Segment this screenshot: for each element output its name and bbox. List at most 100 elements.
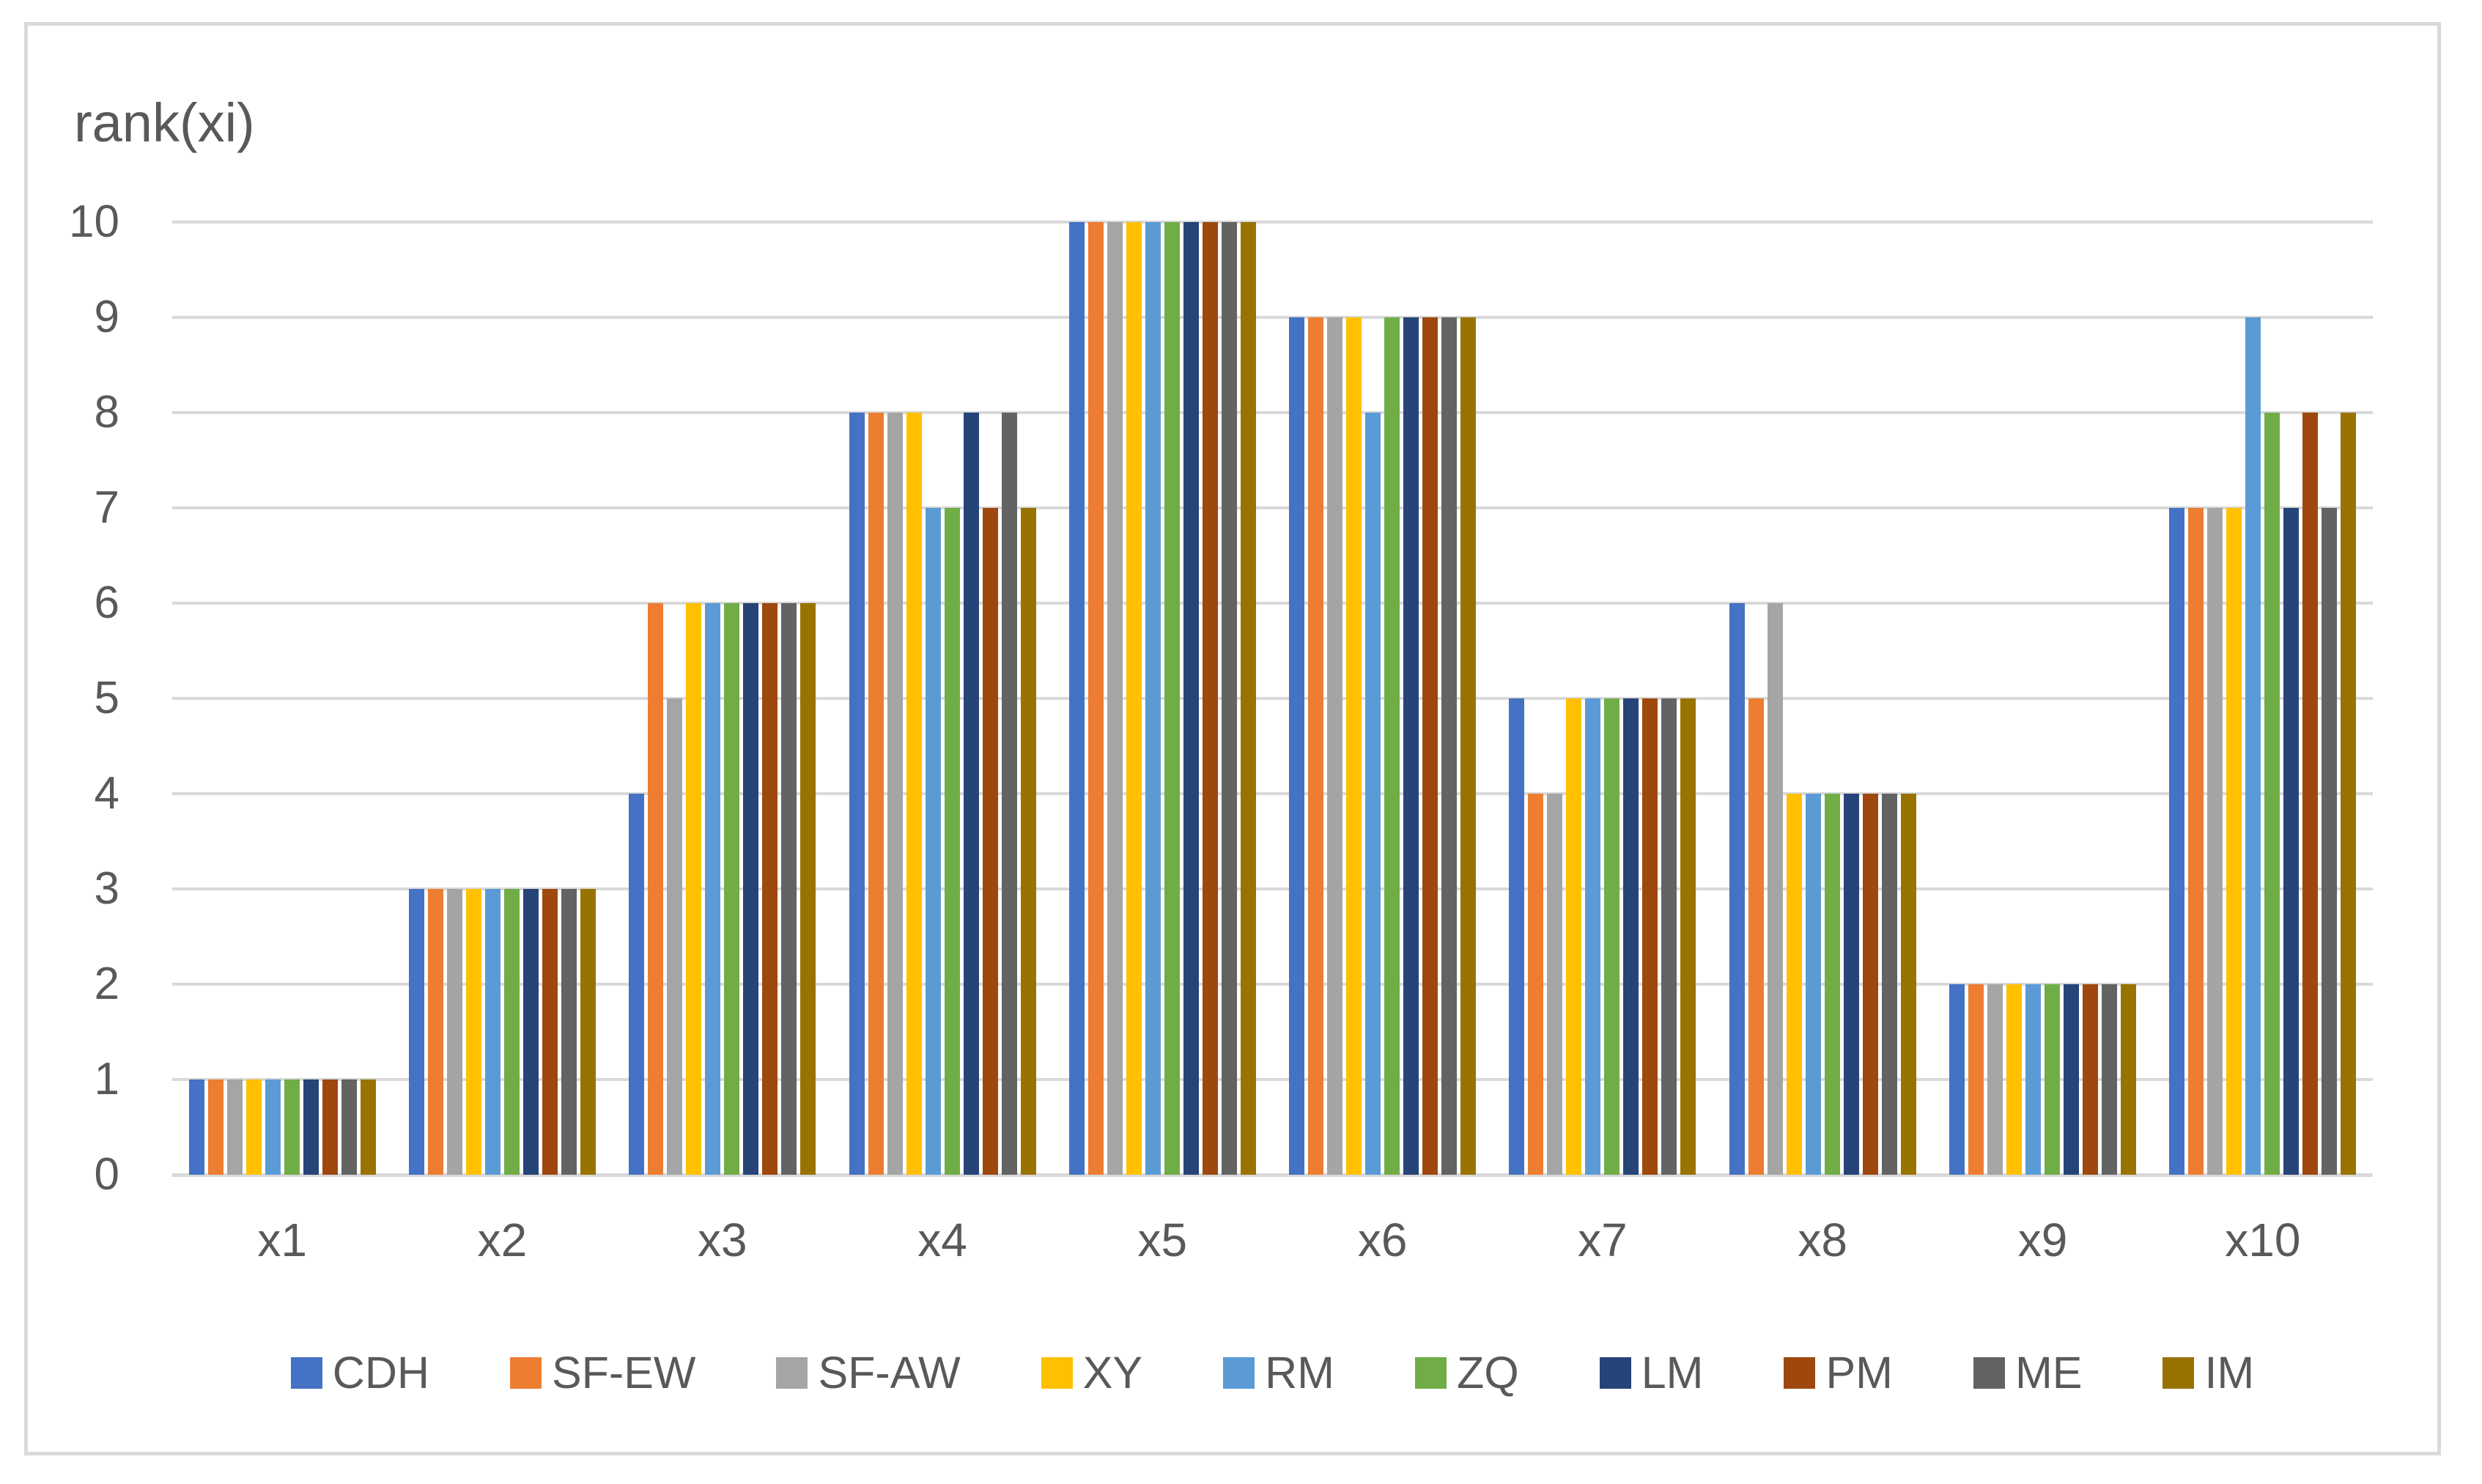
legend-label-ZQ: ZQ [1456,1348,1519,1398]
gridline-y1 [172,1078,2373,1081]
bar-IM-x3 [800,603,816,1175]
chart-title: rank(xi) [74,92,255,153]
bar-CDH-x8 [1729,603,1745,1175]
bar-PM-x10 [2302,413,2319,1175]
bar-LM-x1 [303,1079,319,1175]
bar-PM-x8 [1862,794,1878,1175]
x-category-label-x10: x10 [2225,1214,2301,1266]
bar-CDH-x1 [188,1079,204,1175]
gridline-y8 [172,411,2373,414]
legend-item-LM: LM [1599,1347,1704,1398]
bar-RM-x1 [265,1079,281,1175]
plot-area [172,221,2373,1177]
y-tick-label-5: 5 [94,673,119,723]
bar-IM-x5 [1240,222,1256,1175]
bar-group-x5 [1052,222,1272,1175]
gridline-y5 [172,697,2373,700]
legend-item-IM: IM [2162,1347,2254,1398]
gridline-y0 [172,1173,2373,1177]
bar-ME-x2 [561,889,577,1175]
bar-XY-x6 [1346,317,1362,1175]
legend-swatch-SF-EW [509,1356,542,1389]
legend-item-ZQ: ZQ [1414,1347,1519,1398]
bar-group-x10 [2153,222,2373,1175]
bar-XY-x3 [686,603,702,1175]
legend-item-CDH: CDH [290,1347,429,1398]
bar-LM-x8 [1843,794,1859,1175]
gridline-y2 [172,983,2373,986]
y-tick-label-10: 10 [69,196,119,247]
legend-swatch-XY [1041,1356,1073,1389]
bar-XY-x10 [2226,508,2242,1175]
bar-ME-x8 [1881,794,1897,1175]
bar-ME-x5 [1221,222,1237,1175]
bar-CDH-x10 [2169,508,2185,1175]
x-category-label-x2: x2 [477,1214,528,1266]
legend-label-XY: XY [1082,1348,1143,1398]
gridline-y4 [172,792,2373,795]
legend: CDH SF-EW SF-AW XY RM ZQ LM PM ME IM [172,1347,2373,1398]
bar-ME-x1 [341,1079,357,1175]
bar-ZQ-x3 [724,603,740,1175]
x-category-label-x3: x3 [697,1214,747,1266]
bar-LM-x9 [2064,984,2080,1175]
bar-SF-EW-x1 [207,1079,224,1175]
legend-item-XY: XY [1041,1347,1142,1398]
bar-LM-x2 [522,889,539,1175]
x-category-label-x4: x4 [917,1214,967,1266]
bar-RM-x7 [1585,698,1601,1175]
bar-RM-x6 [1365,413,1381,1175]
x-category-label-x6: x6 [1357,1214,1408,1266]
legend-label-LM: LM [1641,1348,1704,1398]
bar-XY-x4 [906,413,922,1175]
bar-group-x2 [392,222,612,1175]
bar-LM-x7 [1623,698,1639,1175]
bar-IM-x6 [1460,317,1477,1175]
legend-swatch-RM [1223,1356,1255,1389]
bar-PM-x7 [1642,698,1658,1175]
bar-CDH-x9 [1949,984,1965,1175]
y-tick-label-9: 9 [94,292,119,342]
bar-SF-EW-x2 [427,889,443,1175]
bar-IM-x8 [1900,794,1916,1175]
bar-IM-x7 [1680,698,1696,1175]
bar-RM-x4 [925,508,941,1175]
bar-SF-EW-x7 [1528,794,1544,1175]
bar-SF-AW-x3 [667,698,683,1175]
bar-PM-x4 [982,508,998,1175]
bar-ME-x10 [2322,508,2338,1175]
y-tick-label-3: 3 [94,863,119,914]
bar-ME-x7 [1661,698,1677,1175]
gridline-y10 [172,221,2373,224]
bar-ZQ-x8 [1824,794,1840,1175]
bar-IM-x2 [580,889,596,1175]
bar-CDH-x7 [1509,698,1525,1175]
legend-swatch-ZQ [1414,1356,1447,1389]
legend-item-RM: RM [1223,1347,1334,1398]
bar-SF-EW-x5 [1087,222,1104,1175]
bar-ZQ-x5 [1164,222,1180,1175]
bar-IM-x9 [2121,984,2137,1175]
bar-group-x6 [1272,222,1492,1175]
bar-group-x1 [172,222,392,1175]
legend-label-CDH: CDH [332,1348,429,1398]
bar-group-x9 [1932,222,2152,1175]
bar-ZQ-x1 [284,1079,300,1175]
bar-PM-x9 [2083,984,2099,1175]
x-category-label-x1: x1 [257,1214,307,1266]
legend-label-PM: PM [1825,1348,1893,1398]
bar-PM-x3 [762,603,778,1175]
bar-SF-AW-x5 [1107,222,1123,1175]
bar-PM-x2 [542,889,558,1175]
bar-XY-x8 [1786,794,1802,1175]
bar-SF-AW-x8 [1767,603,1783,1175]
legend-label-SF-EW: SF-EW [551,1348,696,1398]
bar-ZQ-x6 [1384,317,1400,1175]
bar-IM-x4 [1020,508,1036,1175]
x-category-label-x8: x8 [1798,1214,1848,1266]
legend-swatch-SF-AW [776,1356,808,1389]
legend-swatch-ME [1973,1356,2005,1389]
bar-SF-AW-x1 [226,1079,243,1175]
bar-group-x3 [613,222,832,1175]
